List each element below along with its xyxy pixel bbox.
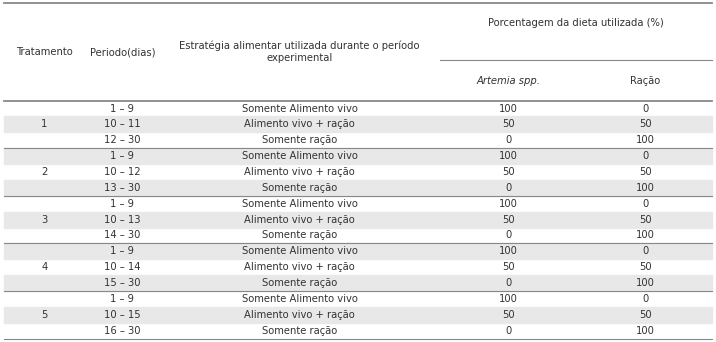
Text: 50: 50 — [639, 262, 652, 272]
Text: 16 – 30: 16 – 30 — [104, 326, 140, 336]
Text: 5: 5 — [41, 310, 47, 320]
Text: 2: 2 — [41, 167, 47, 177]
Text: Somente ração: Somente ração — [262, 326, 337, 336]
Text: 50: 50 — [639, 310, 652, 320]
Text: 100: 100 — [499, 199, 518, 209]
Text: Somente ração: Somente ração — [262, 183, 337, 193]
Text: 50: 50 — [503, 262, 515, 272]
Bar — [4, 212, 712, 227]
Text: Periodo(dias): Periodo(dias) — [90, 47, 155, 57]
Bar — [4, 148, 712, 164]
Text: 1 – 9: 1 – 9 — [110, 199, 135, 209]
Text: Artemia spp.: Artemia spp. — [477, 76, 541, 86]
Bar — [4, 307, 712, 323]
Text: 50: 50 — [639, 214, 652, 225]
Text: Somente Alimento vivo: Somente Alimento vivo — [241, 294, 357, 304]
Text: 1 – 9: 1 – 9 — [110, 104, 135, 114]
Text: 0: 0 — [642, 104, 648, 114]
Text: 13 – 30: 13 – 30 — [104, 183, 140, 193]
Text: 3: 3 — [42, 214, 47, 225]
Text: 0: 0 — [642, 246, 648, 256]
Text: 0: 0 — [505, 183, 512, 193]
Text: Tratamento: Tratamento — [16, 47, 73, 57]
Text: 50: 50 — [639, 119, 652, 129]
Text: 50: 50 — [503, 119, 515, 129]
Text: 0: 0 — [642, 151, 648, 161]
Text: Estratégia alimentar utilizada durante o período
experimental: Estratégia alimentar utilizada durante o… — [179, 41, 420, 63]
Text: 4: 4 — [42, 262, 47, 272]
Text: 100: 100 — [499, 104, 518, 114]
Text: Somente Alimento vivo: Somente Alimento vivo — [241, 151, 357, 161]
Text: 1: 1 — [41, 119, 47, 129]
Text: 100: 100 — [499, 151, 518, 161]
Text: 10 – 15: 10 – 15 — [104, 310, 140, 320]
Text: 50: 50 — [503, 310, 515, 320]
Text: Somente Alimento vivo: Somente Alimento vivo — [241, 246, 357, 256]
Text: 14 – 30: 14 – 30 — [104, 231, 140, 240]
Text: Alimento vivo + ração: Alimento vivo + ração — [244, 167, 355, 177]
Text: Alimento vivo + ração: Alimento vivo + ração — [244, 119, 355, 129]
Text: Porcentagem da dieta utilizada (%): Porcentagem da dieta utilizada (%) — [488, 18, 664, 28]
Text: 0: 0 — [505, 231, 512, 240]
Text: 100: 100 — [636, 135, 654, 145]
Text: 100: 100 — [499, 246, 518, 256]
Text: 1 – 9: 1 – 9 — [110, 246, 135, 256]
Text: 10 – 13: 10 – 13 — [104, 214, 140, 225]
Text: 10 – 11: 10 – 11 — [104, 119, 140, 129]
Text: Somente Alimento vivo: Somente Alimento vivo — [241, 104, 357, 114]
Bar — [4, 275, 712, 291]
Text: Somente ração: Somente ração — [262, 231, 337, 240]
Text: Alimento vivo + ração: Alimento vivo + ração — [244, 310, 355, 320]
Text: Somente Alimento vivo: Somente Alimento vivo — [241, 199, 357, 209]
Text: 0: 0 — [505, 278, 512, 288]
Text: 0: 0 — [505, 326, 512, 336]
Text: 12 – 30: 12 – 30 — [104, 135, 140, 145]
Bar — [4, 244, 712, 259]
Text: 10 – 12: 10 – 12 — [104, 167, 140, 177]
Bar — [4, 180, 712, 196]
Text: 50: 50 — [503, 214, 515, 225]
Text: Somente ração: Somente ração — [262, 135, 337, 145]
Text: 15 – 30: 15 – 30 — [104, 278, 140, 288]
Text: 1 – 9: 1 – 9 — [110, 294, 135, 304]
Text: 1 – 9: 1 – 9 — [110, 151, 135, 161]
Text: 10 – 14: 10 – 14 — [104, 262, 140, 272]
Text: 100: 100 — [636, 183, 654, 193]
Text: 100: 100 — [636, 326, 654, 336]
Text: 0: 0 — [505, 135, 512, 145]
Text: Alimento vivo + ração: Alimento vivo + ração — [244, 214, 355, 225]
Text: Somente ração: Somente ração — [262, 278, 337, 288]
Text: 100: 100 — [636, 278, 654, 288]
Text: 50: 50 — [503, 167, 515, 177]
Text: 0: 0 — [642, 294, 648, 304]
Text: 50: 50 — [639, 167, 652, 177]
Text: Ração: Ração — [630, 76, 660, 86]
Text: 100: 100 — [499, 294, 518, 304]
Text: 100: 100 — [636, 231, 654, 240]
Text: Alimento vivo + ração: Alimento vivo + ração — [244, 262, 355, 272]
Bar — [4, 117, 712, 132]
Text: 0: 0 — [642, 199, 648, 209]
